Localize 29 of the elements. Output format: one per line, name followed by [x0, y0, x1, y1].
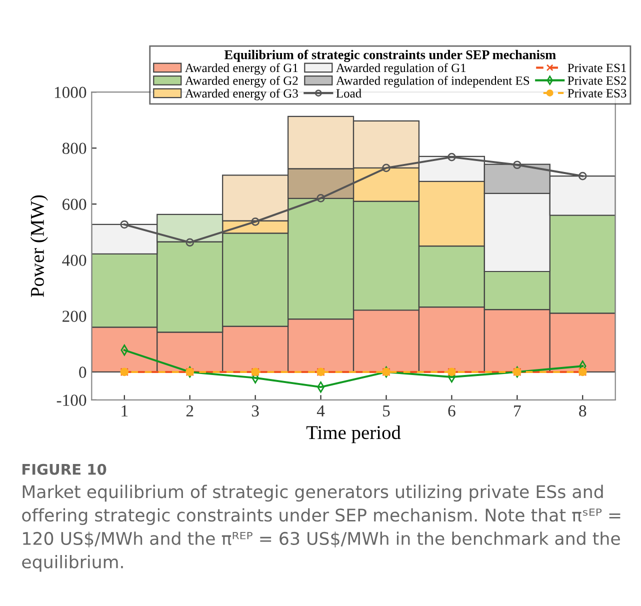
y-tick-label: 800: [62, 142, 86, 154]
caption: FIGURE 10: [22, 464, 106, 475]
legend-label: Awarded energy of G3: [185, 88, 298, 100]
legend-title: Equilibrium of strategic constraints under SEP mechanism: [224, 50, 556, 62]
x-tick-label: 2: [186, 405, 194, 416]
legend-label: Awarded regulation of independent ES: [336, 76, 530, 88]
y-tick-label: 400: [62, 254, 86, 266]
y-tick-label: 0: [79, 366, 86, 378]
legend-label: Private ES1: [568, 64, 626, 72]
y-tick-label: 1000: [54, 86, 86, 98]
y-axis-title: Power (MW): [30, 195, 48, 298]
legend-label: Awarded energy of G2: [185, 76, 298, 88]
x-tick-label: 1: [122, 405, 128, 416]
x-tick-label: 3: [252, 405, 259, 417]
legend-label: Load: [336, 88, 362, 98]
x-tick-label: 8: [579, 405, 586, 417]
legend-label: Private ES3: [568, 89, 626, 98]
x-tick-label: 5: [383, 405, 390, 417]
y-tick-label: -100: [56, 394, 86, 406]
x-axis-title: Time period: [306, 425, 401, 444]
text: Market equilibrium of strategic generators utilizing private ESs and offering strategic constraints under SEP mechanism. Note that πˢᴱᴾ = 120 US$/MWh and the πᴿᴱᴾ = 63 US$/MWh in the benchmark and the equilibrium.: [22, 484, 620, 572]
legend-label: Private ES2: [568, 76, 626, 85]
x-tick-label: 4: [316, 405, 325, 416]
y-tick-label: 200: [62, 310, 86, 322]
x-tick-label: 7: [514, 405, 521, 416]
legend-label: Awarded energy of G1: [185, 63, 298, 75]
legend-label: Awarded regulation of G1: [336, 63, 466, 75]
x-tick-label: 6: [448, 405, 456, 417]
y-tick-label: 600: [62, 198, 86, 210]
